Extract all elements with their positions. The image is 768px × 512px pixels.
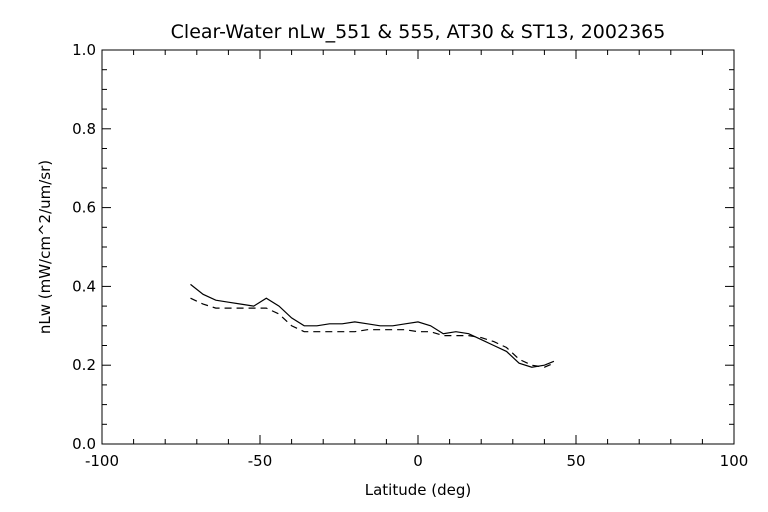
- x-tick-label: 50: [566, 452, 585, 470]
- y-tick-label: 0.0: [72, 435, 96, 453]
- x-tick-label: 0: [413, 452, 423, 470]
- x-tick-label: 100: [720, 452, 749, 470]
- tick-labels: -100 -50 0 50 100 0.0 0.2 0.4 0.6 0.8 1.0: [72, 41, 748, 470]
- x-tick-label: -100: [85, 452, 119, 470]
- axis-ticks: [101, 49, 735, 445]
- x-tick-label: -50: [248, 452, 273, 470]
- y-axis-title: nLw (mW/cm^2/um/sr): [36, 160, 54, 334]
- solid-series-line: [190, 283, 555, 368]
- dashed-series-line: [190, 297, 555, 368]
- chart-title: Clear-Water nLw_551 & 555, AT30 & ST13, …: [171, 21, 666, 43]
- y-tick-label: 0.4: [72, 277, 96, 295]
- y-tick-label: 0.2: [72, 356, 96, 374]
- series-lines: [190, 283, 555, 368]
- y-tick-label: 0.6: [72, 199, 96, 217]
- x-axis-title: Latitude (deg): [365, 481, 471, 499]
- y-tick-label: 0.8: [72, 120, 96, 138]
- y-tick-label: 1.0: [72, 41, 96, 59]
- plot-area: [101, 49, 735, 445]
